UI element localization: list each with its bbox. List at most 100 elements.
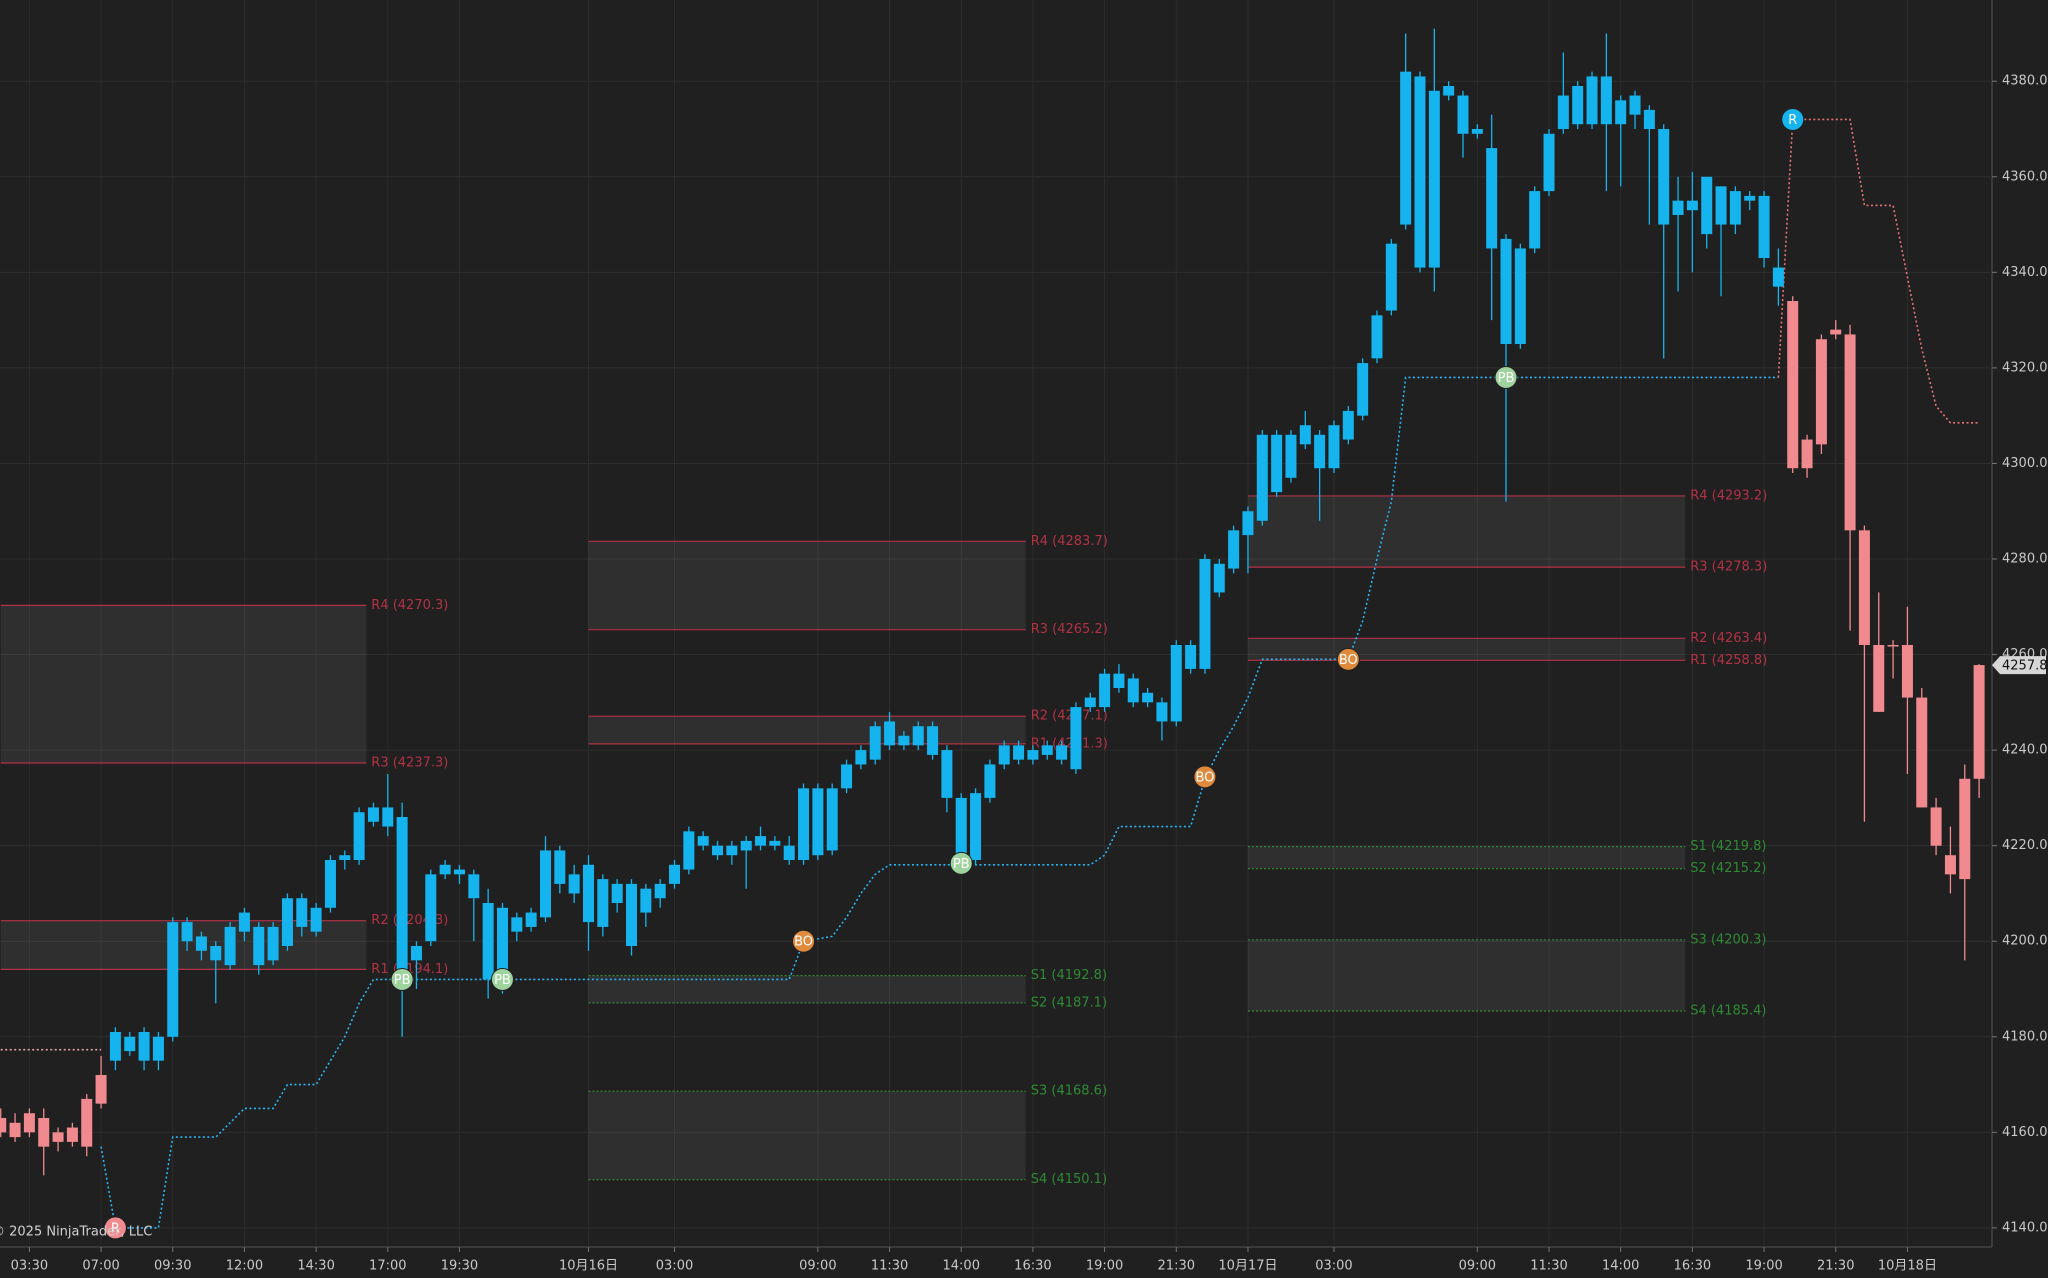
candle-body (669, 864, 681, 884)
pivot-label: S3 (4200.3) (1690, 932, 1766, 947)
x-tick-label: 03:00 (1315, 1259, 1352, 1274)
candle-body (582, 864, 594, 923)
candle-body (468, 874, 480, 899)
candle-body (1500, 238, 1512, 344)
pivot-label: R2 (4247.1) (1031, 709, 1108, 724)
signal-marker (1494, 365, 1518, 389)
candle-body (1385, 243, 1397, 311)
candle-body (1600, 76, 1612, 125)
signal-marker (1193, 765, 1217, 789)
candle-body (167, 922, 179, 1037)
last-price-label: 4257.8 (2002, 659, 2048, 674)
x-tick-label: 09:00 (1459, 1259, 1496, 1274)
pivot-label: R4 (4293.2) (1690, 488, 1767, 503)
candle-body (640, 888, 652, 913)
x-tick-label: 17:00 (369, 1259, 406, 1274)
pivot-zone (588, 716, 1026, 744)
candle-body (1529, 191, 1541, 249)
candle-body (310, 907, 322, 932)
x-tick-label: 21:30 (1158, 1259, 1195, 1274)
pivot-label: S2 (4187.1) (1031, 995, 1107, 1010)
candle-body (1170, 645, 1182, 722)
candle-body (1715, 186, 1727, 225)
candle-body (1543, 133, 1555, 192)
candle-body (66, 1127, 78, 1142)
y-tick-label: 4200.0 (2002, 934, 2048, 949)
signal-marker (103, 1216, 127, 1240)
candle-body (1371, 315, 1383, 359)
copyright: © 2025 NinjaTrader, LLC (0, 1225, 152, 1240)
x-tick-label: 10月18日 (1878, 1259, 1937, 1274)
candle-body (1013, 745, 1025, 760)
candle-body (683, 831, 695, 870)
candle-body (0, 1118, 7, 1133)
candle-body (1400, 71, 1412, 225)
candle-body (253, 926, 265, 966)
candle-body (410, 946, 422, 961)
candle-body (769, 840, 781, 846)
candle-body (1729, 191, 1741, 225)
candle-body (1916, 697, 1928, 808)
pivot-label: R1 (4194.1) (371, 962, 448, 977)
candle-body (81, 1098, 93, 1147)
candle-body (1629, 95, 1641, 115)
candle-body (109, 1032, 121, 1061)
pivot-zone (1247, 846, 1686, 869)
candle-body (1557, 95, 1569, 129)
trail-stop-line (100, 376, 1779, 1229)
candle-body (984, 764, 996, 798)
candle-body (1901, 645, 1913, 698)
candle-body (1486, 148, 1498, 249)
candle-body (1041, 745, 1053, 755)
candle-body (927, 726, 939, 755)
x-tick-label: 03:00 (656, 1259, 693, 1274)
candle-body (1615, 100, 1627, 125)
candle-body (1572, 86, 1584, 125)
signal-label: PB (394, 973, 411, 988)
candle-body (1084, 697, 1096, 708)
signal-marker (1781, 107, 1805, 131)
signal-label: PB (494, 973, 511, 988)
x-tick-label: 12:00 (226, 1259, 263, 1274)
candle-body (1342, 410, 1354, 440)
pivot-label: S3 (4168.6) (1031, 1084, 1107, 1099)
x-tick-label: 14:00 (1602, 1259, 1639, 1274)
candle-body (1643, 109, 1655, 129)
candle-body (124, 1036, 136, 1052)
candle-body (1428, 90, 1440, 268)
x-tick-label: 09:30 (154, 1259, 191, 1274)
candle-body (9, 1122, 21, 1138)
candle-body (1142, 692, 1154, 703)
x-tick-label: 16:30 (1014, 1259, 1051, 1274)
x-tick-label: 11:30 (1530, 1259, 1567, 1274)
pivot-label: R3 (4237.3) (371, 756, 448, 771)
candle-body (654, 883, 666, 899)
x-tick-label: 07:00 (82, 1259, 119, 1274)
candle-body (238, 912, 250, 932)
candle-body (382, 807, 394, 827)
candle-body (1199, 559, 1211, 669)
candle-body (955, 797, 967, 860)
candle-body (1815, 339, 1827, 445)
candle-body (95, 1075, 107, 1104)
candle-body (1471, 129, 1483, 134)
candle-body (1758, 195, 1770, 258)
candle-body (296, 898, 308, 927)
candle-body (1801, 439, 1813, 469)
candle-body (539, 850, 551, 918)
pivot-label: S2 (4215.2) (1690, 861, 1766, 876)
candle-body (898, 735, 910, 746)
pivot-label: R4 (4283.7) (1031, 534, 1108, 549)
candle-body (195, 936, 207, 951)
y-tick-label: 4220.0 (2002, 838, 2048, 853)
signal-label: BO (1195, 770, 1214, 785)
candle-body (1457, 95, 1469, 134)
candle-body (812, 788, 824, 856)
candle-body (869, 726, 881, 760)
candle-body (1228, 530, 1240, 569)
y-tick-label: 4180.0 (2002, 1029, 2048, 1044)
signal-label: PB (1498, 371, 1515, 386)
candle-body (855, 750, 867, 765)
pivot-label: S1 (4192.8) (1031, 968, 1107, 983)
candle-body (339, 855, 351, 860)
